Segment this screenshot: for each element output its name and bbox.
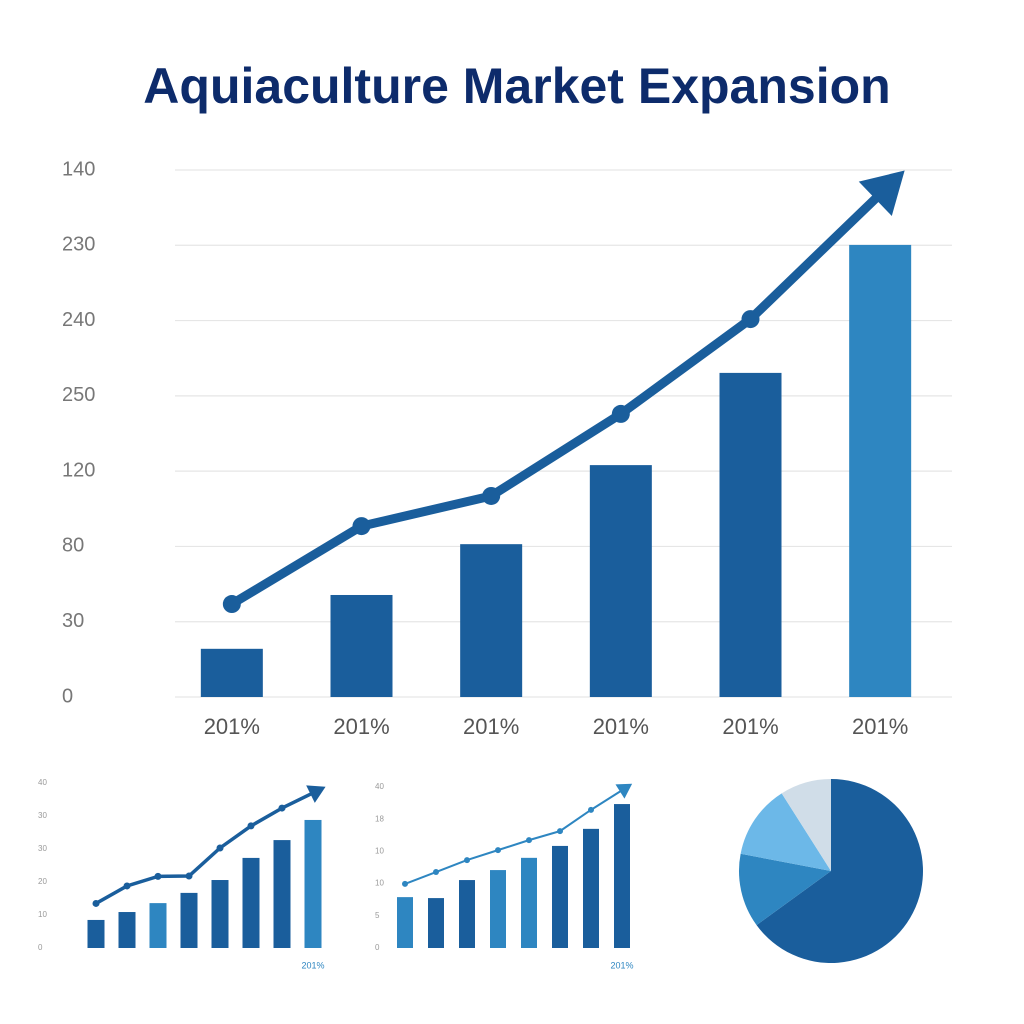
y-tick-label: 230 <box>62 234 95 256</box>
y-tick-label: 80 <box>62 535 84 557</box>
trend-point <box>123 882 131 890</box>
trend-line <box>94 791 315 906</box>
trend-point <box>222 595 241 614</box>
y-tick-label: 30 <box>38 811 47 820</box>
bar <box>552 845 568 948</box>
chart-title: Aquiaculture Market Expansion <box>143 58 890 114</box>
y-tick-label: 140 <box>62 158 95 180</box>
bar <box>273 840 291 948</box>
trend-point <box>278 804 286 812</box>
bar <box>118 912 136 948</box>
trend-line <box>227 189 885 609</box>
trend-point <box>216 844 224 852</box>
y-tick-label: 40 <box>38 778 47 787</box>
bar <box>304 819 322 948</box>
bar <box>87 919 105 948</box>
y-tick-label: 0 <box>38 943 43 952</box>
trend-line <box>404 789 623 885</box>
x-tick-label: 201% <box>301 960 324 970</box>
y-tick-label: 250 <box>62 384 95 406</box>
y-tick-label: 5 <box>375 911 380 920</box>
bar <box>428 898 444 948</box>
y-tick-label: 10 <box>375 879 384 888</box>
pie-slice <box>740 793 831 871</box>
trend-point <box>185 872 193 880</box>
bar <box>211 880 229 948</box>
trend-point <box>526 837 532 844</box>
arrow-head <box>858 170 905 216</box>
bar <box>460 544 523 697</box>
bar <box>614 804 630 948</box>
pie-slice <box>739 853 831 926</box>
bar <box>200 648 263 697</box>
x-tick-label: 201% <box>333 714 389 739</box>
arrow-head <box>306 785 326 803</box>
y-tick-label: 30 <box>62 610 84 632</box>
trend-point <box>433 869 439 876</box>
x-tick-label: 201% <box>593 714 649 739</box>
trend-point <box>92 899 100 907</box>
bar <box>521 857 537 948</box>
bar <box>242 857 260 948</box>
bar <box>397 897 413 948</box>
trend-point <box>402 880 408 887</box>
bar <box>583 828 599 948</box>
trend-point <box>588 806 594 813</box>
bar <box>149 903 167 948</box>
x-tick-label: 201% <box>463 714 519 739</box>
y-tick-label: 0 <box>375 943 380 952</box>
x-tick-label: 201% <box>204 714 260 739</box>
bar <box>589 465 652 697</box>
trend-point <box>557 828 563 835</box>
bar <box>180 892 198 948</box>
y-tick-label: 10 <box>38 910 47 919</box>
trend-point <box>247 822 255 830</box>
arrow-head <box>615 783 633 799</box>
x-tick-label: 201% <box>722 714 778 739</box>
y-tick-label: 120 <box>62 459 95 481</box>
bar <box>459 880 475 948</box>
bar <box>330 594 393 697</box>
y-tick-label: 40 <box>375 782 384 791</box>
y-tick-label: 10 <box>375 847 384 856</box>
y-tick-label: 20 <box>38 877 47 886</box>
pie-slice <box>756 779 923 963</box>
trend-point <box>482 486 501 505</box>
y-tick-label: 0 <box>62 685 73 707</box>
bar <box>490 870 506 948</box>
y-tick-label: 18 <box>375 814 384 823</box>
trend-point <box>464 857 470 864</box>
x-tick-label: 201% <box>610 960 633 970</box>
y-tick-label: 30 <box>38 844 47 853</box>
pie-slice <box>781 779 831 871</box>
bar <box>719 372 782 697</box>
trend-point <box>741 310 760 329</box>
trend-point <box>154 872 162 880</box>
trend-point <box>352 517 371 536</box>
trend-point <box>611 404 630 423</box>
y-tick-label: 240 <box>62 309 95 331</box>
x-tick-label: 201% <box>852 714 908 739</box>
trend-point <box>495 847 501 854</box>
bar <box>849 244 912 697</box>
